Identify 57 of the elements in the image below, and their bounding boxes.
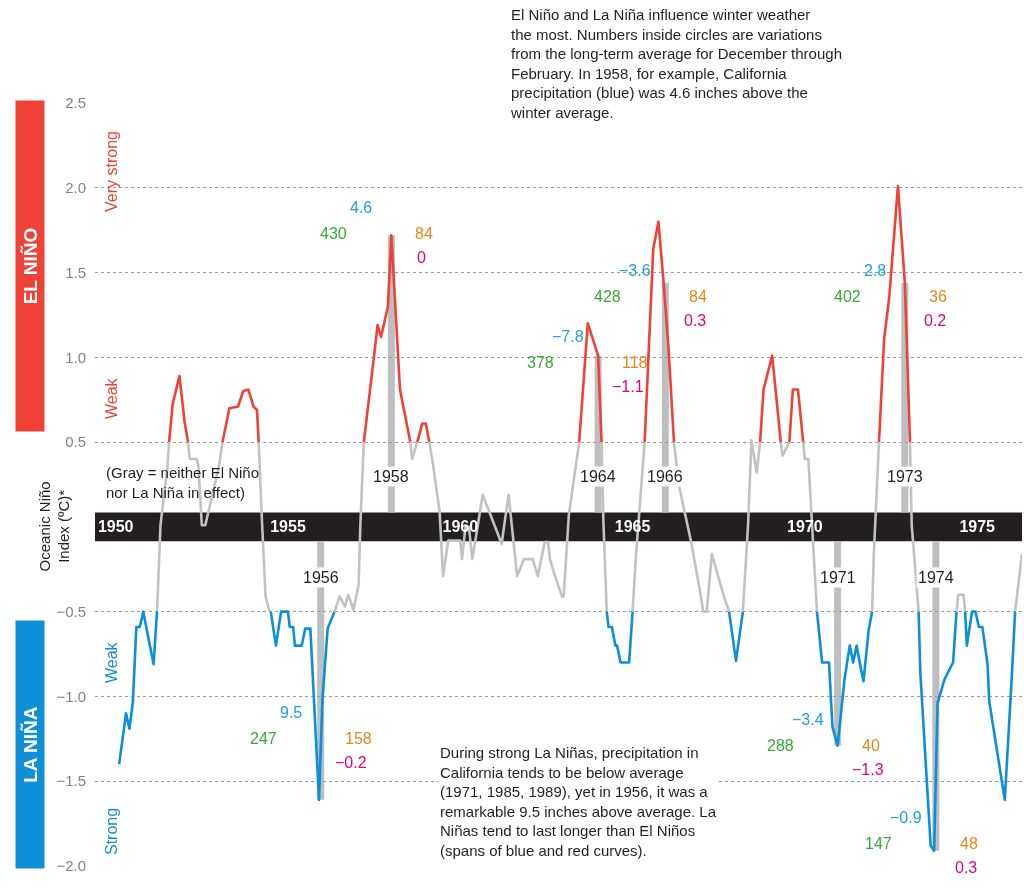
annotation: El Niño and La Niña influence winter weather the most. Numbers inside circles are variations from the long-term average for December through February. In 1958, for example, California precipitation (blue) was 4.6 inches above the winter average. — [510, 6, 842, 121]
ref-line-label: 1974 — [918, 569, 954, 586]
annotation: −1.1 — [612, 378, 644, 395]
annotation: Weak — [103, 377, 120, 419]
annotation: 48 — [960, 835, 978, 852]
annotation: 4.6 — [350, 199, 373, 216]
y-tick-label: 2.0 — [65, 179, 86, 197]
annotation: −0.2 — [335, 754, 367, 771]
annotation: 84 — [689, 288, 707, 305]
annotation: During strong La Niñas, precipitation in California tends to be below average (1971, 1985, 1989), yet in 1956, it was a remarkable 9.5 inches above average. La Niñas tend to last longer than El Niños (spans of blue and red curves). — [440, 744, 717, 859]
ref-line-label: 1956 — [303, 569, 339, 586]
ref-line-label: 1964 — [580, 468, 616, 485]
annotation: 9.5 — [280, 704, 303, 721]
annotation: 430 — [320, 225, 347, 242]
annotation: −3.6 — [619, 262, 651, 279]
annotation: −1.3 — [852, 761, 884, 778]
annotation: −0.9 — [890, 809, 922, 826]
annotation: −3.4 — [792, 711, 824, 728]
annotation: 158 — [345, 730, 372, 747]
y-tick-label: 1.0 — [65, 348, 86, 366]
y-tick-label: −0.5 — [56, 602, 86, 620]
annotation: 0.3 — [955, 859, 978, 876]
x-tick-label: 1950 — [97, 518, 134, 536]
annotation: 428 — [594, 288, 621, 305]
annotation: (Gray = neither El Niño nor La Niña in effect) — [106, 464, 259, 501]
y-tick-label: −1.5 — [56, 772, 86, 790]
annotation: 36 — [929, 288, 947, 305]
y-tick-label: 0.5 — [65, 433, 86, 451]
y-tick-label: −1.0 — [56, 687, 86, 705]
y-axis-title: Oceanic Niño Index (ºC)* — [35, 481, 73, 572]
annotation: 84 — [415, 225, 433, 242]
annotation: 0.3 — [684, 312, 707, 329]
ref-line-label: 1958 — [373, 468, 409, 485]
annotation: Strong — [103, 807, 120, 855]
y-tick-label: −2.0 — [56, 857, 86, 875]
ref-line-label: 1966 — [647, 468, 683, 485]
x-tick-label: 1955 — [270, 518, 306, 536]
annotation: 288 — [767, 737, 794, 754]
annotation: 40 — [862, 737, 880, 754]
annotation: 247 — [250, 730, 277, 747]
text: LA NIÑA — [19, 706, 41, 783]
text: EL NIÑO — [19, 227, 41, 305]
annotation: 378 — [527, 354, 554, 371]
annotation: Weak — [103, 641, 120, 683]
y-tick-label: 1.5 — [65, 263, 86, 281]
annotation: 0.2 — [924, 312, 947, 329]
annotation: 2.8 — [864, 262, 887, 279]
annotation: 402 — [834, 288, 861, 305]
annotation: −7.8 — [552, 328, 584, 345]
ref-line-label: 1971 — [820, 569, 856, 586]
annotation: Very strong — [103, 131, 120, 212]
ref-line-label: 1973 — [887, 468, 923, 485]
annotation: 0 — [417, 249, 426, 266]
annotation: 118 — [622, 354, 648, 371]
annotation: 147 — [865, 835, 892, 852]
x-tick-label: 1975 — [959, 518, 996, 536]
y-tick-label: 2.5 — [65, 94, 86, 112]
